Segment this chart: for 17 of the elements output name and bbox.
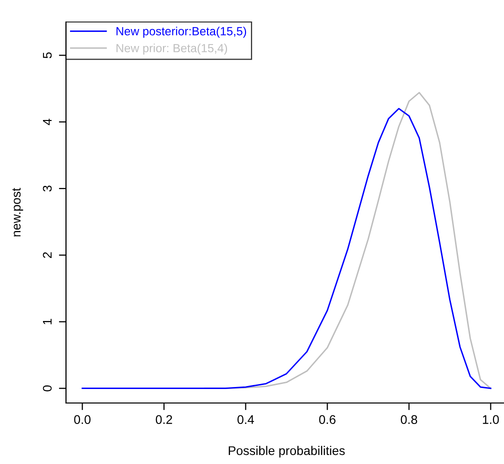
legend-label: New prior: Beta(15,4) [116, 44, 228, 55]
line-series [82, 108, 492, 390]
y-tick-label: 2 [42, 252, 52, 258]
y-tick-label: 3 [42, 186, 52, 192]
y-tick-label: 1 [43, 318, 52, 324]
x-tick-label: 0.6 [319, 415, 336, 424]
x-tick-label: 0.0 [74, 415, 91, 424]
x-tick-label: 0.4 [237, 415, 254, 424]
x-tick-label: 1.0 [482, 415, 499, 424]
legend-label: New posterior:Beta(15,5) [116, 26, 246, 38]
x-axis-title: Possible probabilities [228, 446, 345, 458]
y-tick-label: 5 [43, 52, 52, 58]
x-tick-label: 0.8 [400, 415, 418, 424]
y-tick-label: 4 [43, 118, 52, 126]
y-axis-title: new.post [12, 188, 24, 236]
x-tick-label: 0.2 [156, 415, 172, 424]
y-tick-label: 0 [42, 385, 52, 392]
